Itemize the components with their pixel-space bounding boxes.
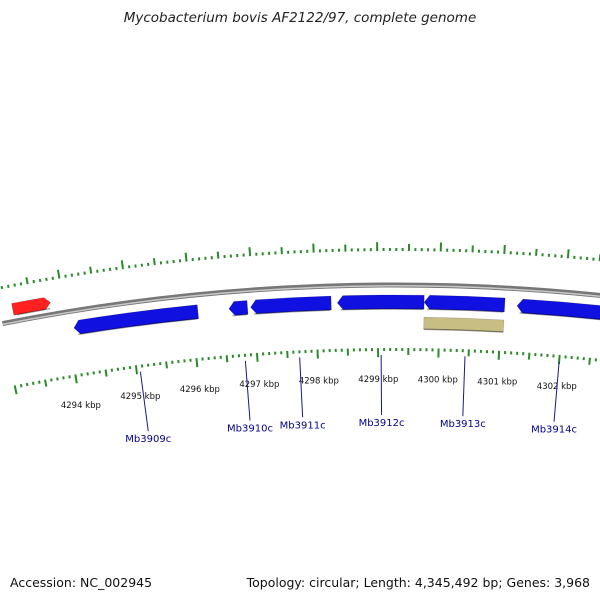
- feature-track: [11, 294, 600, 336]
- outer-tick: [120, 260, 124, 270]
- outer-tick: [7, 284, 10, 288]
- gene-label: Mb3909c: [125, 434, 171, 445]
- outer-tick: [32, 279, 35, 284]
- outer-tick: [56, 269, 61, 279]
- outer-tick: [38, 278, 42, 283]
- genome-backbone: [2, 282, 600, 327]
- label-leader: [553, 361, 560, 422]
- scale-label: 4301 kbp: [477, 378, 517, 388]
- map-title: Mycobacterium bovis AF2122/97, complete …: [123, 10, 477, 26]
- inner-tick: [225, 355, 229, 363]
- inner-tick: [25, 382, 29, 387]
- gene-label: Mb3913c: [440, 419, 486, 430]
- feature-reverse-other: [423, 316, 505, 333]
- inner-tick: [31, 381, 35, 386]
- feature-shadow: [78, 318, 198, 336]
- label-leader: [244, 360, 251, 421]
- feature-shadow: [427, 308, 504, 313]
- gene-label: Mb3912c: [359, 418, 405, 429]
- outer-tick: [51, 276, 55, 280]
- outer-tick: [89, 266, 93, 274]
- inner-tick: [50, 378, 53, 382]
- inner-tick: [165, 361, 168, 369]
- inner-tick: [68, 375, 71, 379]
- inner-tick: [38, 380, 41, 384]
- feature-shadow: [254, 309, 331, 315]
- outer-tick: [248, 247, 252, 257]
- outer-tick: [184, 252, 188, 262]
- scale-label: 4299 kbp: [358, 375, 398, 385]
- genome-summary: Topology: circular; Length: 4,345,492 bp…: [246, 575, 590, 590]
- scale-label: 4297 kbp: [239, 380, 279, 390]
- outer-tick-ring: [0, 242, 600, 290]
- feature-reverse: [228, 300, 249, 316]
- inner-tick: [62, 376, 65, 380]
- feature-shadow: [519, 312, 600, 321]
- outer-tick: [25, 277, 29, 285]
- inner-tick: [19, 384, 23, 388]
- feature-reverse: [336, 294, 425, 310]
- feature-reverse: [423, 294, 506, 313]
- label-leader: [139, 371, 149, 432]
- inner-tick-ring: [13, 347, 598, 395]
- inner-tick: [13, 385, 18, 395]
- feature-reverse: [250, 295, 332, 315]
- gene-label: Mb3911c: [280, 420, 326, 431]
- inner-tick: [74, 374, 78, 384]
- inner-tick: [104, 369, 108, 377]
- scale-label: 4300 kbp: [418, 375, 458, 385]
- inner-tick: [195, 358, 199, 368]
- backbone-highlight: [2, 285, 600, 326]
- outer-tick: [152, 258, 156, 266]
- inner-tick: [134, 365, 139, 375]
- outer-tick: [216, 251, 220, 259]
- outer-tick: [13, 283, 16, 287]
- label-leader: [299, 357, 304, 418]
- inner-tick: [56, 377, 59, 381]
- inner-tick: [588, 357, 591, 365]
- feature-shadow: [423, 328, 504, 333]
- scale-label: 4298 kbp: [299, 377, 339, 387]
- scale-labels: 4294 kbp 4295 kbp 4296 kbp 4297 kbp 4298 kbp…: [61, 375, 577, 411]
- feature-reverse: [516, 298, 600, 320]
- label-leader: [462, 356, 466, 417]
- outer-tick: [45, 277, 48, 281]
- feature-shadow: [340, 308, 423, 311]
- gene-label: Mb3910c: [227, 424, 273, 435]
- scale-label: 4296 kbp: [180, 385, 220, 395]
- gene-label: Mb3914c: [531, 425, 577, 436]
- feature-shadow: [16, 307, 51, 316]
- feature-reverse: [73, 304, 199, 335]
- outer-tick: [0, 285, 4, 290]
- gene-labels: Mb3909c Mb3910c Mb3911c Mb3912c Mb3913c Mb391…: [125, 355, 577, 445]
- outer-tick: [19, 282, 23, 286]
- inner-tick: [44, 379, 48, 387]
- scale-label: 4295 kbp: [120, 392, 160, 402]
- feature-forward: [11, 297, 51, 316]
- inner-tick: [255, 352, 259, 362]
- feature-shadow: [232, 313, 247, 317]
- accession-label: Accession: NC_002945: [10, 575, 153, 590]
- outer-tick: [566, 249, 570, 259]
- scale-label: 4294 kbp: [61, 401, 101, 411]
